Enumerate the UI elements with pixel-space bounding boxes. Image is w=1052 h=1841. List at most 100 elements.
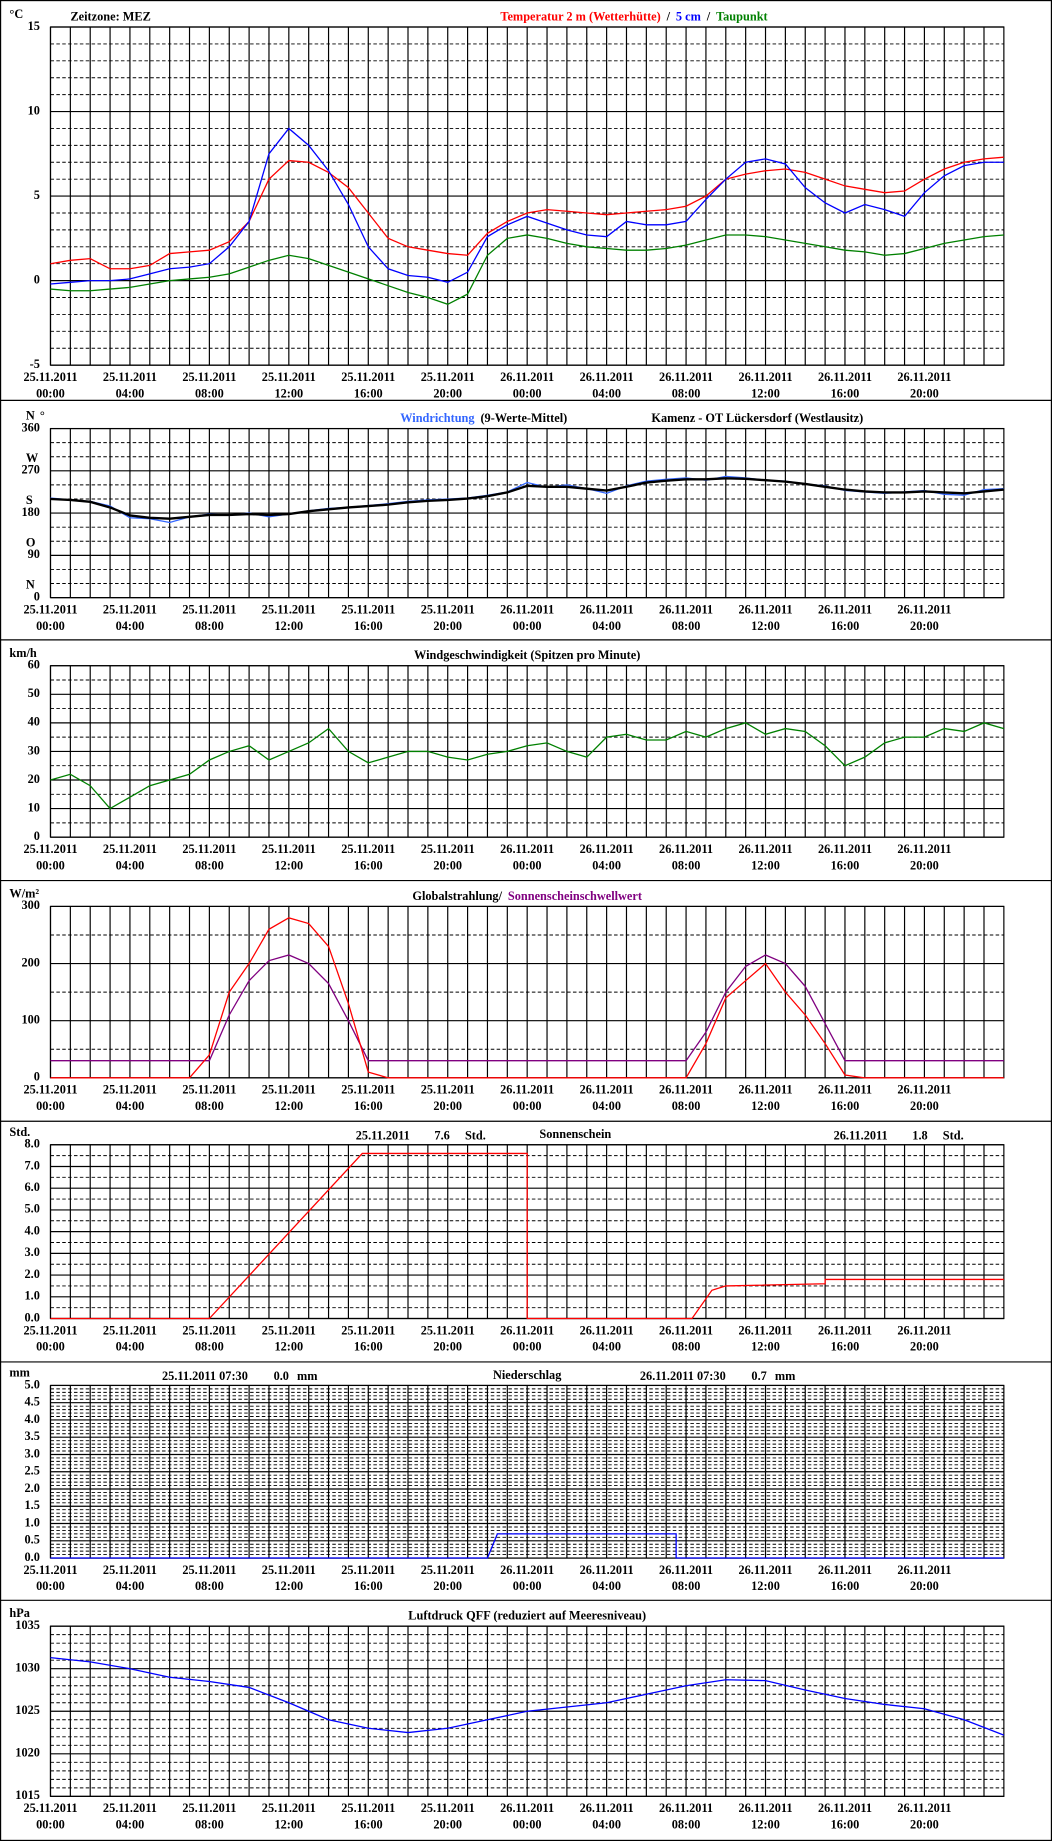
y-tick-label: 4.5 — [25, 1395, 40, 1409]
x-tick-date: 25.11.2011 — [262, 1083, 316, 1097]
y-tick-label: 2.0 — [25, 1267, 40, 1281]
x-tick-date: 25.11.2011 — [262, 1323, 316, 1337]
x-tick-date: 26.11.2011 — [897, 1801, 951, 1815]
unit-label: ° — [40, 409, 45, 423]
x-tick-time: 08:00 — [672, 1818, 701, 1832]
x-tick-date: 26.11.2011 — [818, 370, 872, 384]
x-tick-time: 12:00 — [274, 619, 303, 633]
x-tick-time: 04:00 — [116, 1340, 145, 1354]
y-tick-label: 300 — [21, 898, 39, 912]
y-tick-label: 7.0 — [25, 1158, 40, 1172]
y-tick-label: 20 — [28, 772, 40, 786]
x-tick-time: 16:00 — [354, 1818, 383, 1832]
title-part: Taupunkt — [716, 9, 768, 23]
data-line — [50, 1152, 1004, 1320]
x-tick-time: 20:00 — [433, 1818, 462, 1832]
x-tick-date: 26.11.2011 — [738, 1801, 792, 1815]
x-tick-time: 08:00 — [672, 1579, 701, 1593]
x-tick-date: 26.11.2011 — [897, 1563, 951, 1577]
x-tick-time: 08:00 — [195, 1340, 224, 1354]
y-tick-label: 360 — [21, 420, 39, 434]
data-line — [50, 917, 1004, 1079]
summary-text: 0.7 — [751, 1369, 766, 1383]
x-tick-date: 25.11.2011 — [262, 1801, 316, 1815]
unit-label: mm — [9, 1366, 30, 1380]
title-part: / — [706, 9, 711, 23]
y-tick-label: 0.0 — [25, 1550, 40, 1564]
x-tick-time: 20:00 — [910, 1579, 939, 1593]
x-tick-date: 26.11.2011 — [659, 602, 713, 616]
y-tick-label: 5 — [34, 188, 40, 202]
x-tick-date: 25.11.2011 — [341, 1563, 395, 1577]
x-tick-time: 20:00 — [910, 1099, 939, 1113]
x-tick-time: 00:00 — [513, 386, 542, 400]
x-tick-time: 20:00 — [910, 386, 939, 400]
y-tick-label: 3.0 — [25, 1446, 40, 1460]
x-tick-date: 25.11.2011 — [182, 1083, 236, 1097]
x-tick-date: 25.11.2011 — [182, 1563, 236, 1577]
x-tick-date: 25.11.2011 — [262, 370, 316, 384]
x-tick-time: 08:00 — [672, 858, 701, 872]
y-tick-label: 10 — [28, 103, 40, 117]
x-tick-date: 26.11.2011 — [818, 1083, 872, 1097]
y-tick-label: 5.0 — [25, 1377, 40, 1391]
x-tick-date: 25.11.2011 — [182, 1801, 236, 1815]
x-tick-time: 20:00 — [433, 386, 462, 400]
chart-title: Sonnenschein — [539, 1127, 611, 1141]
x-tick-date: 26.11.2011 — [897, 602, 951, 616]
x-tick-time: 16:00 — [831, 1099, 860, 1113]
x-tick-date: 26.11.2011 — [897, 1083, 951, 1097]
unit-label: W/m² — [9, 886, 39, 900]
x-tick-time: 04:00 — [592, 1340, 621, 1354]
title-part: Temperatur 2 m (Wetterhütte) — [500, 9, 660, 23]
x-tick-date: 26.11.2011 — [659, 1563, 713, 1577]
y-tick-label: 60 — [28, 658, 40, 672]
summary-text: 26.11.2011 — [834, 1128, 888, 1142]
x-tick-date: 26.11.2011 — [738, 1563, 792, 1577]
x-tick-time: 08:00 — [195, 858, 224, 872]
x-tick-time: 16:00 — [354, 1579, 383, 1593]
x-tick-time: 12:00 — [274, 858, 303, 872]
x-tick-time: 12:00 — [751, 1818, 780, 1832]
x-tick-time: 12:00 — [751, 858, 780, 872]
chart-title: Windrichtung (9-Werte-Mittel) — [400, 411, 567, 425]
unit-label: km/h — [9, 646, 37, 660]
data-line — [50, 722, 1005, 810]
x-tick-date: 26.11.2011 — [580, 1801, 634, 1815]
x-tick-time: 00:00 — [513, 858, 542, 872]
y-tick-label: 180 — [21, 505, 39, 519]
y-tick-label: -5 — [30, 357, 40, 371]
x-tick-time: 16:00 — [831, 1579, 860, 1593]
x-tick-date: 25.11.2011 — [341, 370, 395, 384]
x-tick-time: 04:00 — [592, 386, 621, 400]
x-tick-date: 26.11.2011 — [580, 1563, 634, 1577]
x-tick-time: 04:00 — [116, 619, 145, 633]
x-tick-time: 20:00 — [910, 1818, 939, 1832]
x-tick-date: 26.11.2011 — [818, 602, 872, 616]
summary-text: Std. — [465, 1128, 486, 1142]
compass-label: S — [26, 493, 33, 507]
x-tick-time: 08:00 — [195, 386, 224, 400]
x-tick-time: 16:00 — [354, 1099, 383, 1113]
y-tick-label: 1030 — [15, 1661, 40, 1675]
x-tick-date: 26.11.2011 — [580, 1083, 634, 1097]
x-tick-time: 04:00 — [116, 386, 145, 400]
x-tick-date: 25.11.2011 — [421, 842, 475, 856]
x-tick-date: 26.11.2011 — [738, 370, 792, 384]
x-tick-time: 08:00 — [195, 619, 224, 633]
x-tick-time: 20:00 — [910, 858, 939, 872]
x-tick-time: 00:00 — [36, 1340, 65, 1354]
x-tick-time: 20:00 — [910, 619, 939, 633]
y-tick-label: 0 — [34, 589, 40, 603]
x-tick-time: 08:00 — [195, 1818, 224, 1832]
y-tick-label: 90 — [28, 547, 40, 561]
chart-title: Windgeschwindigkeit (Spitzen pro Minute) — [414, 648, 640, 662]
x-tick-time: 04:00 — [116, 1818, 145, 1832]
x-tick-time: 00:00 — [513, 1579, 542, 1593]
x-tick-time: 08:00 — [672, 1099, 701, 1113]
x-tick-date: 26.11.2011 — [500, 1083, 554, 1097]
summary-text: 25.11.2011 — [356, 1128, 410, 1142]
x-tick-date: 25.11.2011 — [421, 1083, 475, 1097]
x-tick-date: 26.11.2011 — [580, 842, 634, 856]
